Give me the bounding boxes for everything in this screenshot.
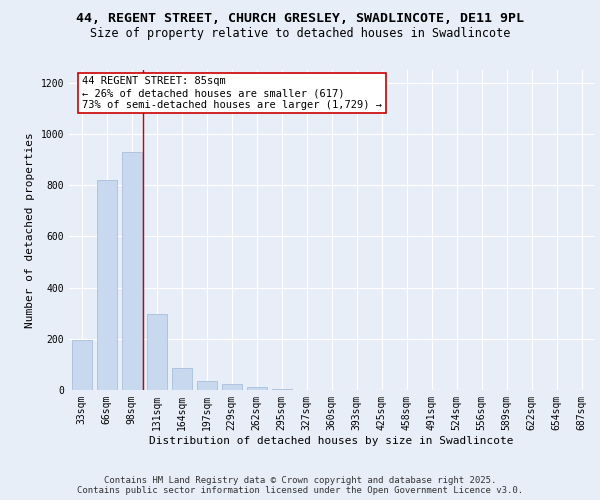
X-axis label: Distribution of detached houses by size in Swadlincote: Distribution of detached houses by size … — [149, 436, 514, 446]
Text: 44, REGENT STREET, CHURCH GRESLEY, SWADLINCOTE, DE11 9PL: 44, REGENT STREET, CHURCH GRESLEY, SWADL… — [76, 12, 524, 26]
Bar — [146, 314, 167, 390]
Bar — [121, 152, 142, 390]
Text: Contains HM Land Registry data © Crown copyright and database right 2025.
Contai: Contains HM Land Registry data © Crown c… — [77, 476, 523, 495]
Bar — [172, 368, 191, 390]
Bar — [221, 384, 241, 390]
Y-axis label: Number of detached properties: Number of detached properties — [25, 132, 35, 328]
Text: Size of property relative to detached houses in Swadlincote: Size of property relative to detached ho… — [90, 28, 510, 40]
Bar — [247, 386, 266, 390]
Bar — [97, 180, 116, 390]
Bar — [197, 380, 217, 390]
Bar — [271, 388, 292, 390]
Text: 44 REGENT STREET: 85sqm
← 26% of detached houses are smaller (617)
73% of semi-d: 44 REGENT STREET: 85sqm ← 26% of detache… — [82, 76, 382, 110]
Bar — [71, 340, 91, 390]
